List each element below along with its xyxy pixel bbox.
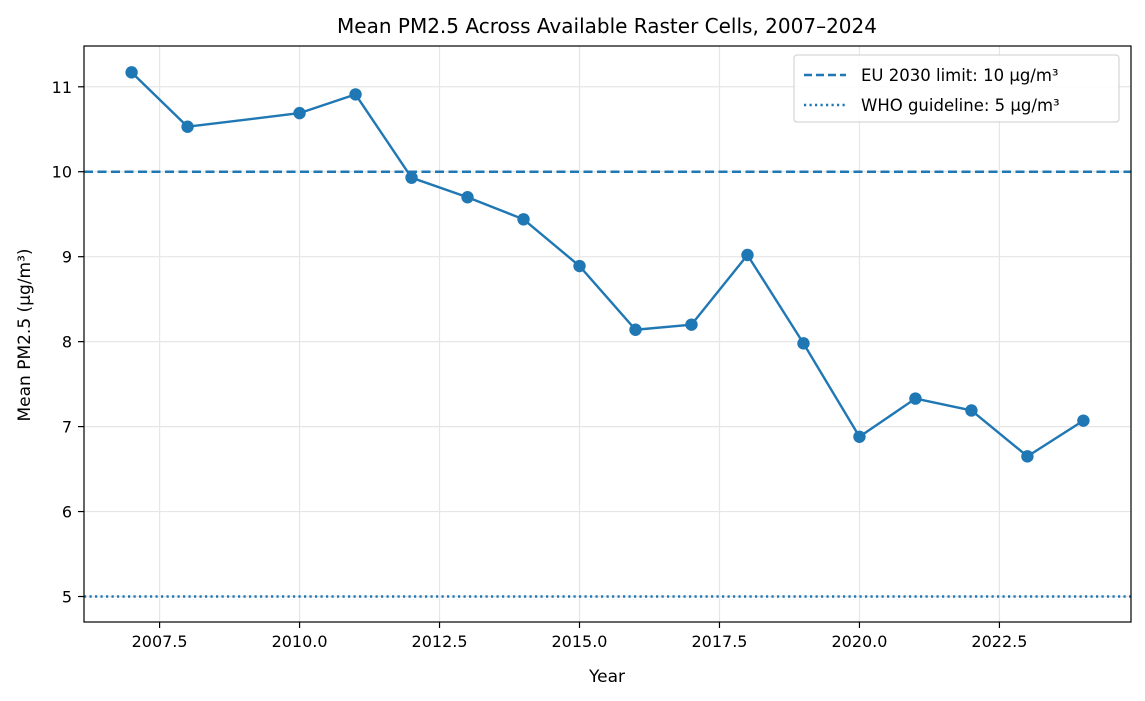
x-tick-label: 2010.0 — [272, 632, 328, 651]
y-tick-label: 7 — [62, 418, 72, 437]
data-point — [797, 337, 810, 350]
x-tick-label: 2017.5 — [691, 632, 747, 651]
data-point — [1021, 450, 1034, 463]
data-point — [909, 392, 922, 405]
data-point — [181, 120, 194, 133]
series — [125, 66, 1090, 463]
data-point — [965, 404, 978, 417]
legend: EU 2030 limit: 10 µg/m³ WHO guideline: 5… — [793, 54, 1120, 123]
x-tick-label: 2007.5 — [132, 632, 188, 651]
y-tick-label: 5 — [62, 588, 72, 607]
x-axis-label: Year — [588, 667, 625, 687]
ticks: 2007.5 2010.0 2012.5 2015.0 2017.5 2020.0 2022… — [52, 78, 1028, 651]
data-point — [125, 66, 138, 79]
reference-lines — [84, 170, 1131, 598]
data-point — [853, 430, 866, 443]
data-point — [405, 171, 418, 184]
x-tick-label: 2020.0 — [831, 632, 887, 651]
data-point — [741, 248, 754, 262]
y-axis-label: Mean PM2.5 (µg/m³) — [15, 248, 35, 421]
data-point — [349, 88, 362, 101]
data-point — [1077, 414, 1090, 427]
y-tick-label: 10 — [52, 163, 72, 182]
legend-label-who-guideline: WHO guideline: 5 µg/m³ — [861, 96, 1060, 115]
data-point — [517, 213, 530, 226]
data-point — [629, 323, 642, 336]
legend-box — [793, 54, 1120, 123]
y-tick-label: 8 — [62, 333, 72, 352]
x-tick-label: 2015.0 — [552, 632, 608, 651]
y-tick-label: 11 — [52, 78, 72, 97]
data-point — [293, 106, 306, 120]
chart-title: Mean PM2.5 Across Available Raster Cells… — [337, 14, 877, 38]
legend-label-eu-limit: EU 2030 limit: 10 µg/m³ — [861, 66, 1059, 85]
plot-frame — [83, 45, 1132, 623]
y-tick-label: 9 — [62, 248, 72, 267]
x-tick-label: 2022.5 — [971, 632, 1027, 651]
y-tick-label: 6 — [62, 503, 72, 522]
x-tick-label: 2012.5 — [412, 632, 468, 651]
data-point — [685, 318, 698, 331]
axes — [83, 45, 1132, 623]
grid — [84, 46, 1131, 622]
data-point — [573, 259, 586, 273]
data-point — [461, 191, 474, 204]
